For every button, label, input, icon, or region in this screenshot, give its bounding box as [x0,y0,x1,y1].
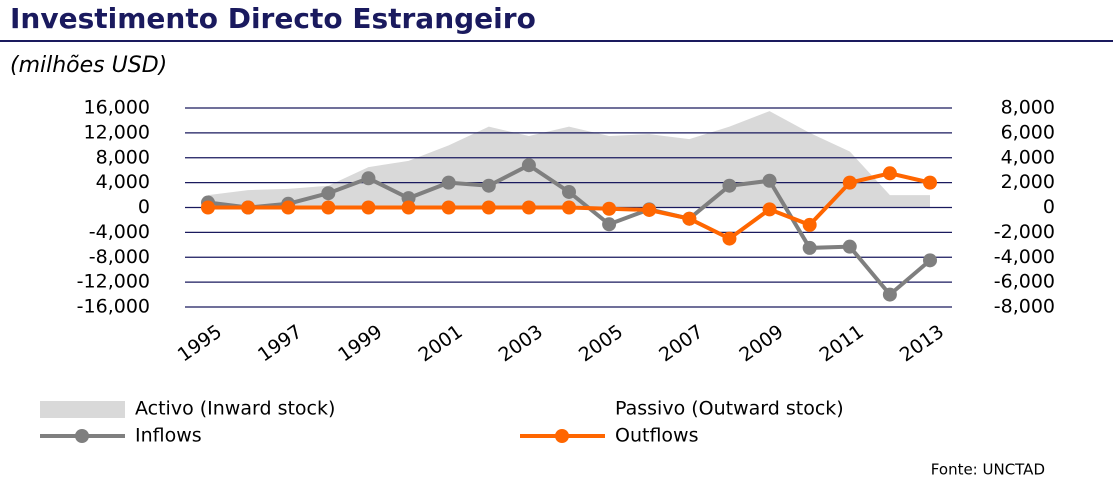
y-tick-label: -12,000 [77,271,150,293]
x-tick-label: 2005 [575,321,627,367]
y-tick-label: 4,000 [96,171,150,193]
point [722,178,737,193]
point [682,211,697,226]
legend-label: Outflows [615,425,698,447]
legend-marker [555,429,569,443]
legend-marker [75,429,89,443]
y2-tick-label: -8,000 [994,296,1055,318]
point [602,217,617,232]
x-tick-label: 2003 [495,321,547,367]
y2-tick-label: -2,000 [994,221,1055,243]
point [441,200,456,215]
x-tick-label: 1997 [254,321,306,367]
x-tick-label: 2001 [414,321,466,367]
point [802,217,817,232]
legend-label: Activo (Inward stock) [135,398,335,420]
y-tick-label: 0 [138,196,150,218]
point [361,200,376,215]
y-tick-label: -16,000 [77,296,150,318]
y2-tick-label: -4,000 [994,246,1055,268]
x-tick-label: 1995 [174,321,226,367]
y2-tick-label: -6,000 [994,271,1055,293]
point [842,239,857,254]
point [602,201,617,216]
legend-label: Inflows [135,425,202,447]
point [842,175,857,190]
point [882,166,897,181]
y2-tick-label: 8,000 [1001,97,1055,119]
x-tick-label: 2013 [896,321,948,367]
y2-tick-label: 4,000 [1001,146,1055,168]
point [642,202,657,217]
chart-title: Investimento Directo Estrangeiro [10,2,536,35]
point [521,158,536,173]
y-tick-label: 16,000 [84,97,150,119]
point [562,184,576,199]
x-tick-label: 2009 [735,321,787,367]
point [722,231,737,246]
point [923,253,937,268]
y2-tick-label: 2,000 [1001,171,1055,193]
point [441,175,456,190]
x-tick-label: 2011 [816,321,868,367]
point [923,175,937,190]
y-tick-label: 8,000 [96,146,150,168]
y2-tick-label: 0 [1043,196,1055,218]
x-tick-label: 2007 [655,321,707,367]
chart-subtitle: (milhões USD) [10,53,167,78]
y-tick-label: 12,000 [84,121,150,143]
point [562,200,576,215]
point [521,200,536,215]
point [321,200,336,215]
point [802,240,817,255]
source: Fonte: UNCTAD [931,461,1045,479]
x-tick-label: 1999 [334,321,386,367]
legend-swatch [520,401,605,418]
point [762,202,777,217]
point [241,200,256,215]
point [762,173,777,188]
point [281,200,296,215]
point [481,178,496,193]
point [401,200,416,215]
point [361,171,376,186]
point [481,200,496,215]
point [201,200,215,215]
y-tick-label: -4,000 [89,221,150,243]
y-tick-label: -8,000 [89,246,150,268]
y2-tick-label: 6,000 [1001,121,1055,143]
legend-swatch [40,401,125,418]
legend-label: Passivo (Outward stock) [615,398,844,420]
point [321,186,336,201]
point [882,287,897,302]
